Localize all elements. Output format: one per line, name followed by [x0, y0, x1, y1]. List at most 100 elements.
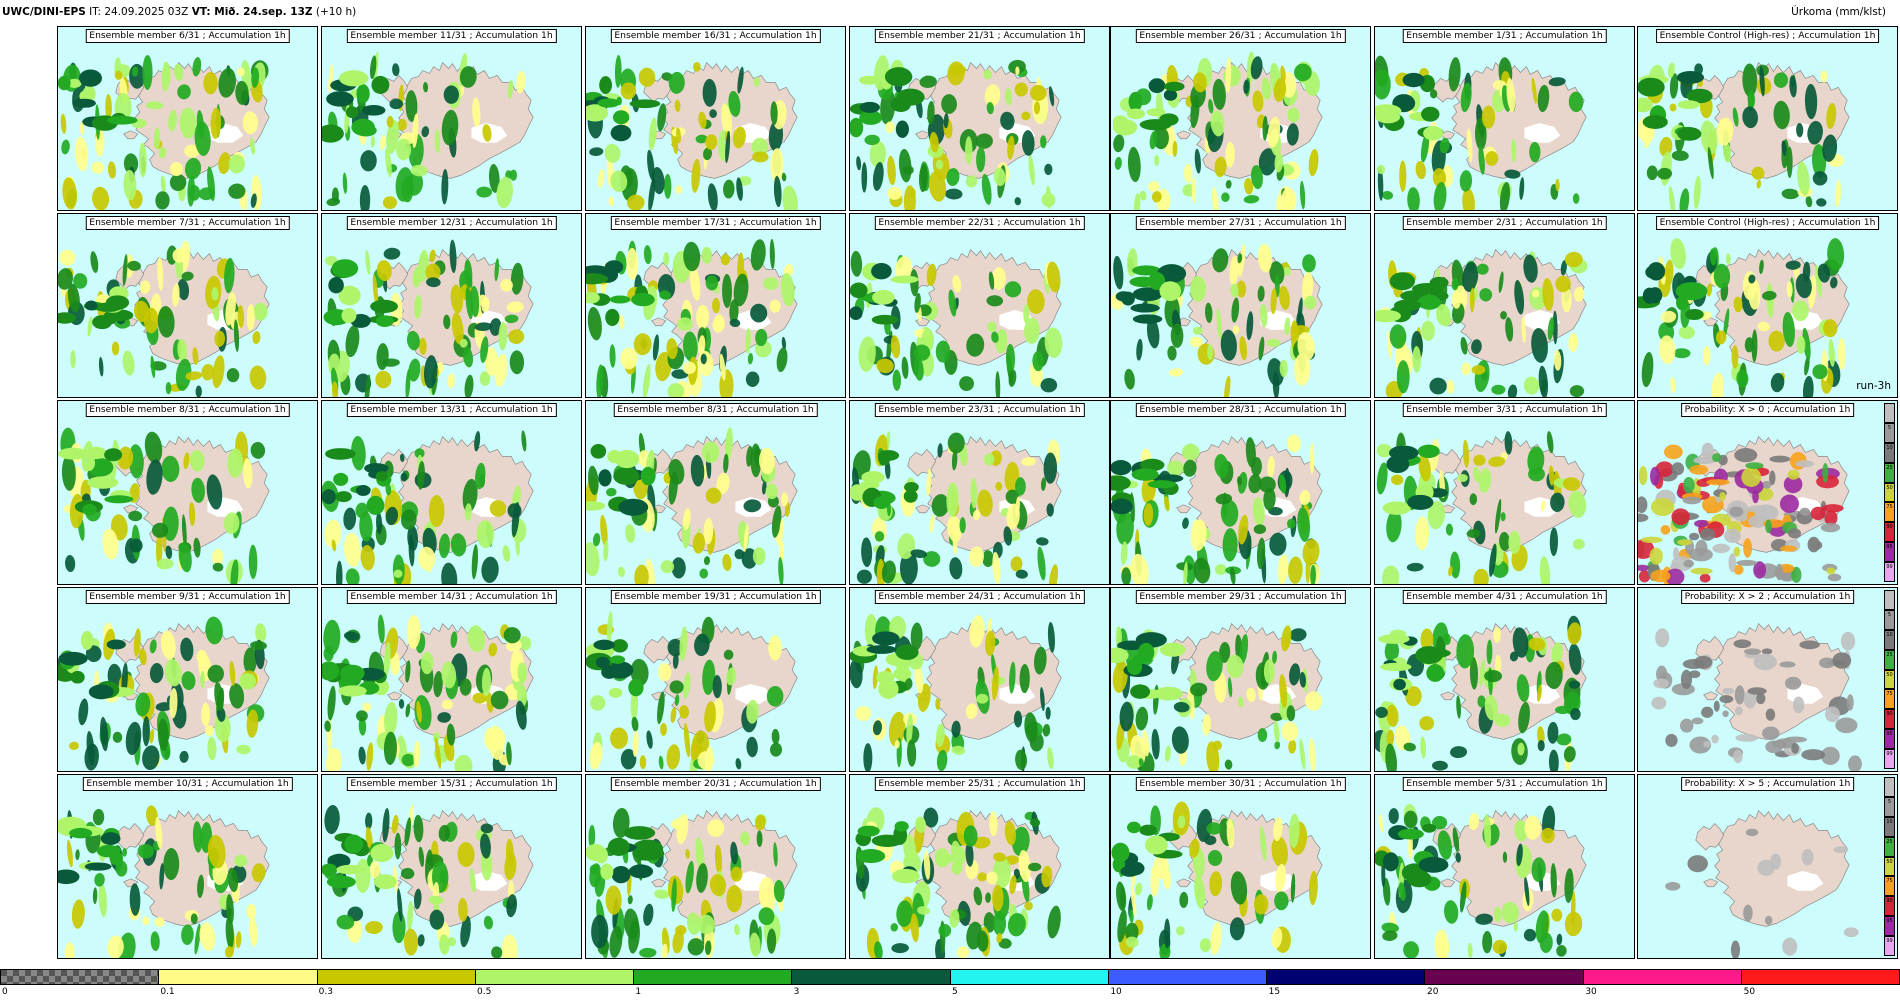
- precip-cell: [1399, 160, 1407, 192]
- precip-cell: [1828, 338, 1835, 367]
- panel-title: Ensemble member 14/31 ; Accumulation 1h: [346, 590, 557, 604]
- precip-cell: [968, 546, 985, 567]
- precip-cell: [1181, 443, 1200, 461]
- probability-cell: [1822, 462, 1829, 483]
- precip-cell: [450, 631, 458, 648]
- glacier: [471, 870, 508, 891]
- precip-cell: [611, 866, 631, 884]
- precip-cell: [1239, 336, 1247, 361]
- precip-cell: [201, 363, 215, 381]
- precip-cell: [1243, 79, 1250, 95]
- precip-cell: [950, 840, 962, 868]
- precip-cell: [235, 931, 242, 949]
- precip-cell: [671, 369, 689, 379]
- precip-cell: [1257, 243, 1272, 273]
- precip-cell: [1500, 512, 1506, 522]
- precip-cell: [1792, 300, 1809, 321]
- precip-cell: [899, 551, 918, 584]
- precip-cell: [373, 874, 397, 890]
- precip-cell: [1230, 871, 1248, 905]
- precip-cell: [1568, 680, 1581, 689]
- land-outline: [651, 878, 667, 888]
- precip-cell: [1231, 297, 1240, 323]
- precip-cell: [394, 832, 402, 860]
- precip-cell: [926, 468, 932, 497]
- precip-cell: [850, 306, 863, 321]
- precip-cell: [631, 716, 639, 732]
- precip-cell: [1141, 473, 1157, 504]
- precip-cell: [1812, 171, 1828, 186]
- precip-cell: [1040, 477, 1047, 491]
- precip-cell: [392, 911, 406, 944]
- precip-cell: [1502, 851, 1508, 863]
- precip-cell: [1144, 835, 1168, 855]
- precip-cell: [336, 560, 343, 584]
- iceland-map: [1375, 214, 1634, 397]
- probability-cell: [1650, 569, 1671, 583]
- probability-cell: [1816, 474, 1839, 489]
- precip-cell: [359, 185, 371, 210]
- precip-cell: [1436, 936, 1447, 958]
- precip-cell: [697, 914, 715, 935]
- precip-cell: [356, 485, 371, 496]
- precip-cell: [1041, 865, 1053, 888]
- probability-cell: [1682, 476, 1695, 494]
- map-panel: Ensemble Control (High-res) ; Accumulati…: [1637, 26, 1898, 211]
- iceland-map: [1638, 401, 1897, 584]
- precip-cell: [1768, 330, 1785, 352]
- precip-cell: [91, 161, 105, 174]
- land-outline: [1703, 878, 1719, 888]
- precip-cell: [610, 727, 628, 750]
- land-outline: [1176, 504, 1192, 514]
- precip-cell: [1286, 705, 1296, 722]
- probability-cell: [1848, 755, 1862, 771]
- precip-cell: [605, 885, 622, 915]
- precip-cell: [489, 500, 507, 517]
- precip-cell: [1263, 487, 1276, 511]
- precip-cell: [1550, 492, 1565, 512]
- precip-cell: [895, 120, 909, 138]
- precip-cell: [1437, 830, 1452, 860]
- precip-cell: [859, 110, 883, 125]
- precip-cell: [1511, 138, 1517, 163]
- precip-cell: [1111, 460, 1132, 476]
- precip-cell: [1114, 156, 1122, 170]
- precip-cell: [1289, 663, 1301, 686]
- probability-cell: [1779, 494, 1799, 514]
- precip-cell: [986, 101, 994, 115]
- probability-cell: [1679, 718, 1694, 733]
- precip-cell: [181, 924, 194, 946]
- precip-cell: [400, 867, 415, 880]
- panel-title: Ensemble member 17/31 ; Accumulation 1h: [610, 216, 821, 230]
- precip-cell: [1573, 286, 1585, 302]
- precip-cell: [613, 467, 640, 485]
- precip-cell: [934, 848, 950, 868]
- precip-cell: [1176, 926, 1185, 936]
- precip-cell: [1130, 553, 1149, 584]
- land-outline: [907, 448, 937, 477]
- precip-cell: [1281, 187, 1297, 210]
- probability-cell: [1712, 543, 1731, 554]
- precip-cell: [607, 450, 622, 464]
- precip-cell: [586, 501, 606, 511]
- precip-cell: [122, 847, 127, 857]
- precip-cell: [139, 648, 147, 666]
- precip-cell: [936, 749, 948, 771]
- precip-cell: [1376, 165, 1386, 175]
- precip-cell: [1657, 167, 1673, 180]
- precip-cell: [674, 694, 680, 707]
- iceland-map: [586, 214, 845, 397]
- precip-cell: [214, 682, 224, 712]
- precip-cell: [157, 257, 164, 291]
- precip-cell: [1483, 814, 1492, 849]
- precip-cell: [1835, 179, 1841, 208]
- precip-cell: [984, 630, 996, 656]
- precip-cell: [1019, 663, 1030, 694]
- precip-cell: [1040, 135, 1047, 149]
- precip-cell: [1518, 702, 1530, 734]
- precip-cell: [521, 430, 527, 452]
- precip-cell: [876, 358, 894, 374]
- precip-cell: [751, 137, 769, 157]
- land-outline: [1695, 822, 1725, 851]
- precip-cell: [1531, 327, 1548, 363]
